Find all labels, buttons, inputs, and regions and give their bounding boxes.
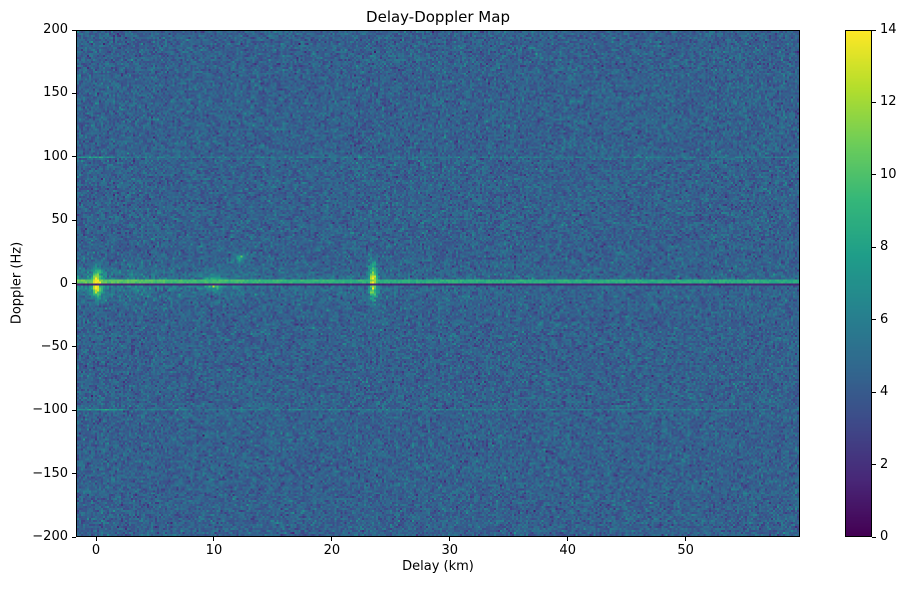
x-tick [567,537,569,541]
colorbar-tick [872,536,876,538]
x-tick-label: 10 [205,543,223,558]
x-tick [213,537,215,541]
x-axis-label: Delay (km) [402,559,474,574]
y-tick-label: 200 [43,22,68,37]
colorbar-canvas [846,31,871,536]
y-tick-label: −50 [40,338,68,354]
heatmap-canvas [77,31,799,536]
colorbar-tick-label: 4 [880,384,889,400]
y-tick-label: 150 [43,85,68,101]
y-tick [72,536,76,538]
colorbar-tick-label: 10 [880,166,897,182]
y-tick-label: −100 [32,402,68,418]
y-tick-label: −150 [32,465,68,481]
colorbar-tick [872,246,876,248]
colorbar-tick [872,464,876,466]
y-tick [72,29,76,31]
colorbar [845,30,872,537]
y-tick-label: 50 [51,212,68,228]
x-tick-label: 50 [677,543,694,558]
plot-area [76,30,800,537]
colorbar-tick-label: 6 [880,311,889,327]
colorbar-tick-label: 8 [880,239,889,255]
x-tick-label: 20 [323,543,341,558]
y-tick [72,219,76,221]
colorbar-tick-label: 2 [880,456,889,472]
colorbar-tick [872,101,876,103]
y-tick [72,409,76,411]
y-tick [72,156,76,158]
colorbar-tick [872,391,876,393]
x-tick-label: 0 [91,543,101,558]
colorbar-tick-label: 14 [880,22,897,37]
x-tick-label: 40 [559,543,576,558]
y-tick [72,283,76,284]
y-tick-label: 0 [59,275,68,291]
colorbar-tick-label: 0 [880,529,889,544]
colorbar-tick [872,29,876,31]
chart-title: Delay-Doppler Map [366,8,510,26]
y-tick-label: −200 [32,529,68,544]
y-tick [72,473,76,475]
x-tick [449,537,451,541]
colorbar-tick-label: 12 [880,94,897,110]
x-tick-label: 30 [441,543,459,558]
x-tick [685,537,687,541]
colorbar-tick [872,319,876,321]
y-tick-label: 100 [43,148,68,164]
x-tick [95,537,97,541]
x-tick [331,537,333,541]
y-tick [72,346,76,348]
colorbar-tick [872,174,876,176]
y-tick [72,92,76,94]
